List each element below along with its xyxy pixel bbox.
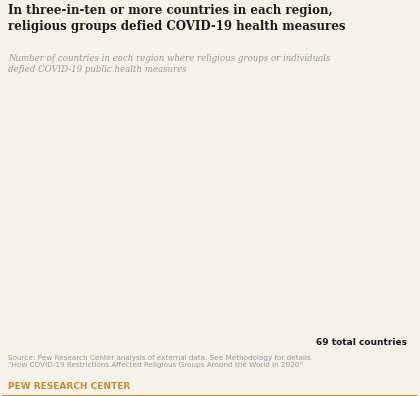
- Text: In three-in-ten or more countries in each region,
religious groups defied COVID-: In three-in-ten or more countries in eac…: [8, 4, 346, 33]
- Text: PEW RESEARCH CENTER: PEW RESEARCH CENTER: [8, 382, 131, 391]
- Text: Number of countries in each region where religious groups or individuals
defied : Number of countries in each region where…: [8, 54, 331, 74]
- Text: Source: Pew Research Center analysis of external data. See Methodology for detai: Source: Pew Research Center analysis of …: [8, 355, 313, 368]
- Text: 69 total countries: 69 total countries: [316, 338, 407, 347]
